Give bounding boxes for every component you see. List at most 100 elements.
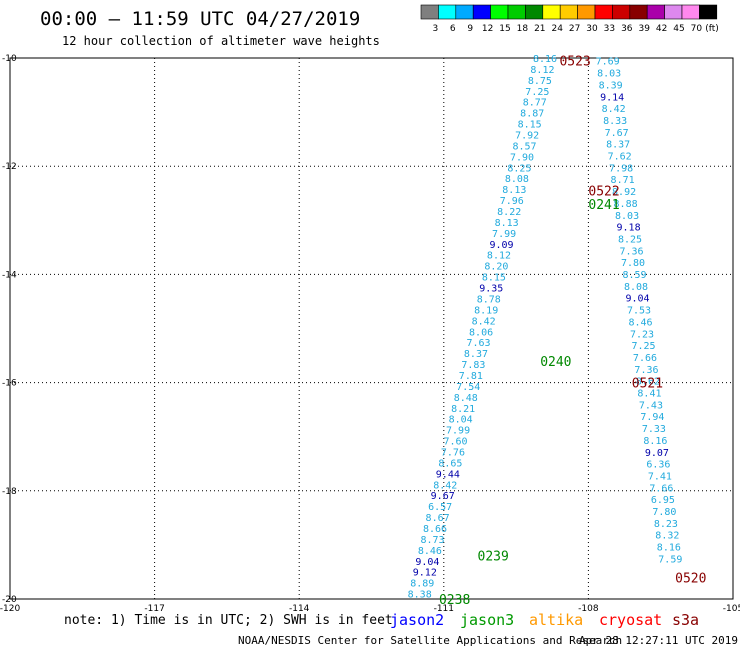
footer-note: note: 1) Time is in UTC; 2) SWH is in fe… <box>64 613 393 628</box>
x-axis-ticks: -120 -117 -114 -111 -108 -105 <box>0 604 740 614</box>
legend-label: 27 <box>569 24 580 34</box>
x-tick-label: -117 <box>144 604 164 614</box>
satellite-cryosat: cryosat <box>599 611 662 629</box>
wave-value-cryosat: 8.16 <box>643 436 667 447</box>
wave-value-jason3: 8.12 <box>487 251 511 262</box>
pass-time-label: 0522 <box>588 185 619 200</box>
legend-swatch <box>629 4 648 20</box>
wave-value-jason3: 8.13 <box>502 185 526 196</box>
legend-swatch <box>681 4 700 20</box>
legend-label: 30 <box>586 24 598 34</box>
wave-value-cryosat: 7.36 <box>620 246 644 257</box>
legend-label: 3 <box>433 24 439 34</box>
legend-swatch <box>438 4 457 20</box>
wave-value-jason3: 8.77 <box>523 98 547 109</box>
wave-value-jason3: 7.81 <box>459 371 483 382</box>
legend-label: 70 <box>691 24 703 34</box>
wave-value-cryosat: 7.80 <box>652 507 676 518</box>
legend-label: 33 <box>604 24 615 34</box>
wave-value-jason3: 8.25 <box>507 163 531 174</box>
wave-value-jason3: 7.54 <box>456 382 480 393</box>
legend-swatch <box>559 4 578 20</box>
wave-value-cryosat: 8.88 <box>614 199 638 210</box>
wave-value-jason3: 8.19 <box>474 305 498 316</box>
pass-time-label: 0238 <box>439 593 470 608</box>
wave-value-cryosat: 8.62 <box>636 377 660 388</box>
legend-unit: (ft) <box>705 24 719 34</box>
wave-value-cryosat: 7.62 <box>608 152 632 163</box>
wave-value-cryosat: 8.46 <box>628 317 652 328</box>
wave-value-jason3: 8.15 <box>482 273 506 284</box>
wave-value-jason3: 7.76 <box>441 447 465 458</box>
wave-value-jason3: 7.60 <box>443 437 467 448</box>
wave-value-cryosat: 8.08 <box>624 282 648 293</box>
wave-value-jason3: 8.66 <box>423 524 447 535</box>
x-tick-label: -105 <box>723 604 740 614</box>
legend-label: 36 <box>621 24 633 34</box>
chart-title: 00:00 – 11:59 UTC 04/27/2019 <box>40 8 360 30</box>
wave-value-jason3: 8.48 <box>454 393 478 404</box>
wave-value-cryosat: 9.18 <box>617 223 641 234</box>
wave-value-cryosat: 7.94 <box>640 412 664 423</box>
legend-label: 6 <box>450 24 456 34</box>
legend-swatch <box>612 4 631 20</box>
legend-swatch <box>420 4 439 20</box>
wave-value-cryosat: 8.37 <box>606 140 630 151</box>
legend-label: 15 <box>499 24 510 34</box>
wave-value-jason3: 8.21 <box>451 404 475 415</box>
wave-value-jason3: 8.42 <box>433 480 457 491</box>
legend-swatch <box>490 4 509 20</box>
wave-value-jason3: 7.96 <box>500 196 524 207</box>
wave-height-values: 8.168.128.757.258.778.878.157.928.577.90… <box>408 54 683 601</box>
pass-time-label: 0241 <box>588 198 619 213</box>
wave-value-cryosat: 7.98 <box>609 163 633 174</box>
legend-label: 39 <box>638 24 650 34</box>
wave-value-jason3: 7.63 <box>466 338 490 349</box>
wave-value-jason3: 8.15 <box>518 120 542 131</box>
wave-value-cryosat: 9.14 <box>600 92 624 103</box>
wave-value-cryosat: 7.66 <box>633 353 657 364</box>
pass-time-label: 0523 <box>559 55 590 70</box>
plot-area <box>9 57 734 600</box>
legend-swatch <box>699 4 718 20</box>
wave-value-cryosat: 7.25 <box>631 341 655 352</box>
wave-value-cryosat: 7.69 <box>596 57 620 68</box>
satellite-s3a: s3a <box>672 611 699 629</box>
legend-swatch <box>525 4 544 20</box>
wave-value-jason3: 7.83 <box>461 360 485 371</box>
grid-lines <box>10 58 733 599</box>
wave-value-jason3: 8.37 <box>464 349 488 360</box>
chart-subtitle: 12 hour collection of altimeter wave hei… <box>62 34 380 48</box>
legend-label: 42 <box>656 24 667 34</box>
wave-value-cryosat: 8.71 <box>611 175 635 186</box>
wave-value-cryosat: 7.33 <box>642 424 666 435</box>
wave-value-jason3: 6.57 <box>428 502 452 513</box>
wave-value-jason3: 9.44 <box>436 469 460 480</box>
wave-value-cryosat: 8.41 <box>637 389 661 400</box>
pass-time-label: 0520 <box>675 571 706 586</box>
wave-value-jason3: 8.04 <box>449 415 473 426</box>
wave-value-jason3: 8.89 <box>410 579 434 590</box>
color-legend: 3 6 9 12 15 18 21 24 27 30 33 36 39 42 45 70 (ft) <box>420 4 719 34</box>
x-tick-label: -114 <box>289 604 310 614</box>
wave-value-jason3: 7.99 <box>446 426 470 437</box>
wave-value-jason3: 9.67 <box>431 491 455 502</box>
pass-time-label: 0240 <box>540 355 571 370</box>
satellite-legend: jason2 jason3 altika cryosat s3a <box>390 611 699 629</box>
wave-value-jason3: 8.46 <box>418 546 442 557</box>
y-tick-label: -12 <box>2 162 17 172</box>
wave-value-jason3: 8.12 <box>530 65 554 76</box>
wave-value-cryosat: 8.42 <box>602 104 626 115</box>
satellite-jason2: jason2 <box>390 611 444 629</box>
legend-swatch <box>472 4 491 20</box>
wave-value-cryosat: 8.23 <box>654 519 678 530</box>
x-tick-label: -108 <box>578 604 599 614</box>
y-axis-ticks: -10 -12 -14 -16 -18 -20 <box>2 54 17 605</box>
wave-value-cryosat: 8.92 <box>612 187 636 198</box>
wave-value-jason3: 7.99 <box>492 229 516 240</box>
wave-value-cryosat: 7.23 <box>630 329 654 340</box>
wave-value-jason3: 8.20 <box>484 262 508 273</box>
wave-value-cryosat: 7.59 <box>658 554 682 565</box>
y-tick-label: -18 <box>2 487 17 497</box>
wave-value-jason3: 8.87 <box>520 109 544 120</box>
